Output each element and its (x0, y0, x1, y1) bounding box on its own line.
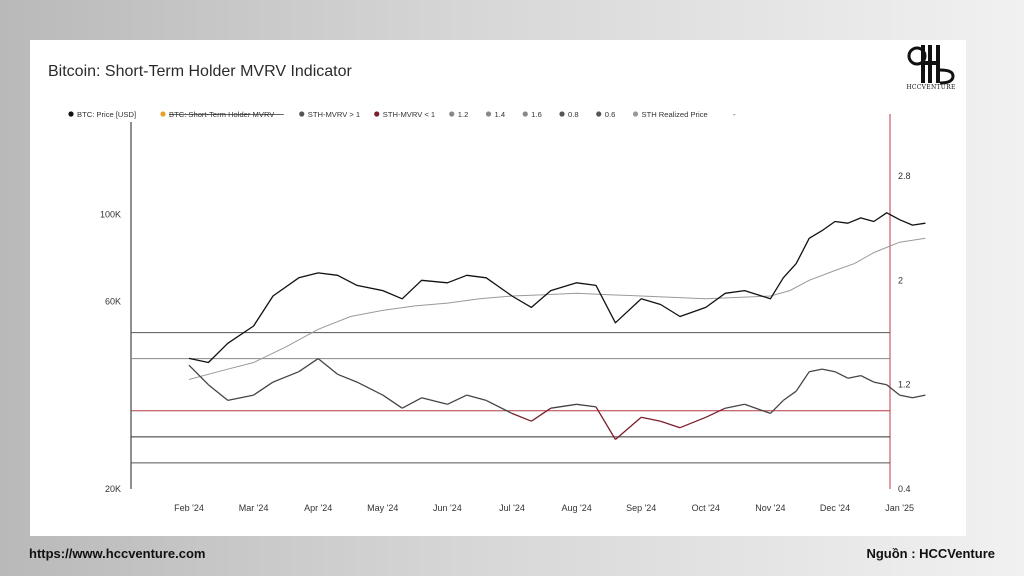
logo-text: HCCVENTURE (906, 84, 956, 91)
legend-entry: 0.6 (605, 110, 616, 119)
right-axis-tick-label: 1.2 (898, 380, 911, 390)
legend-entry: 1.6 (531, 110, 542, 119)
sth-mvrv-above-1-segment (809, 368, 823, 373)
sth-realized-price-line (188, 237, 926, 380)
sth-mvrv-above-1-segment (382, 394, 403, 409)
sth-mvrv-above-1-segment (782, 390, 797, 401)
sth-mvrv-above-1-segment (188, 364, 209, 386)
sth-mvrv-above-1-segment (298, 358, 319, 373)
sth-mvrv-above-1-segment (821, 368, 836, 373)
chart-title: Bitcoin: Short-Term Holder MVRV Indicato… (48, 63, 352, 80)
x-axis-tick-label: Jun '24 (433, 503, 462, 513)
sth-mvrv-above-1-segment (725, 403, 745, 409)
x-axis-tick-label: Sep '24 (626, 503, 656, 513)
x-axis-tick-label: Jul '24 (499, 503, 525, 513)
legend-entry: STH Realized Price (642, 110, 708, 119)
chart-svg: 100K 60K 20K 2.8 2 1.2 0.4 Feb '24 Mar '24 Apr '2… (68, 110, 926, 513)
sth-mvrv-above-1-segment (317, 358, 339, 375)
sth-mvrv-above-1-segment (886, 384, 901, 396)
sth-mvrv-above-1-segment (356, 381, 384, 396)
legend-entry: 1.2 (458, 110, 469, 119)
sth-mvrv-below-1-segment (641, 416, 661, 422)
sth-mvrv-above-1-segment (912, 394, 926, 399)
hccventure-logo: HCCVENTURE (896, 42, 966, 100)
sth-mvrv-above-1-segment (744, 403, 771, 415)
website-url[interactable]: https://www.hccventure.com (29, 546, 206, 561)
sth-mvrv-below-1-segment (705, 407, 726, 418)
legend-marker (68, 111, 74, 117)
legend-marker (522, 111, 528, 117)
x-axis-tick-label: Oct '24 (692, 503, 720, 513)
sth-mvrv-above-1-segment (227, 394, 254, 402)
legend-entry: STH-MVRV > 1 (308, 110, 360, 119)
sth-mvrv-above-1-segment (401, 397, 422, 409)
sth-mvrv-above-1-segment (253, 381, 274, 396)
left-axis-tick-label: 100K (100, 210, 121, 220)
sth-mvrv-above-1-segment (795, 371, 810, 392)
sth-mvrv-above-1-segment (576, 403, 597, 408)
x-axis-tick-label: May '24 (367, 503, 398, 513)
x-axis-tick-label: Dec '24 (820, 503, 850, 513)
x-axis-tick-label: Feb '24 (174, 503, 204, 513)
source-credit: Nguồn : HCCVenture (866, 546, 995, 561)
legend-marker (299, 111, 305, 117)
legend-entry: STH-MVRV < 1 (383, 110, 435, 119)
legend-marker (449, 111, 455, 117)
sth-mvrv-above-1-segment (873, 381, 887, 386)
x-axis-tick-label: Nov '24 (755, 503, 785, 513)
x-axis-tick-label: Mar '24 (239, 503, 269, 513)
chart-card: Bitcoin: Short-Term Holder MVRV Indicato… (30, 40, 966, 536)
sth-mvrv-above-1-segment (860, 375, 875, 383)
sth-mvrv-above-1-segment (769, 399, 784, 414)
legend-marker (374, 111, 380, 117)
legend-marker (632, 111, 639, 117)
sth-mvrv-above-1-segment (550, 403, 577, 409)
sth-mvrv-below-1-segment (614, 416, 642, 440)
sth-mvrv-above-1-segment (899, 394, 913, 399)
sth-mvrv-above-1-segment (207, 384, 229, 401)
btc-price-line (188, 212, 926, 364)
sth-mvrv-above-1-segment (847, 374, 861, 379)
sth-mvrv-above-1-segment (272, 371, 300, 383)
legend-entry: - (733, 110, 736, 119)
sth-mvrv-above-1-segment (485, 399, 513, 414)
x-axis-tick-label: Aug '24 (561, 503, 591, 513)
x-axis-tick-label: Apr '24 (304, 503, 332, 513)
right-axis-tick-label: 2 (898, 275, 903, 285)
sth-mvrv-above-1-segment (466, 394, 487, 402)
right-axis-tick-label: 2.8 (898, 171, 911, 181)
sth-mvrv-above-1-segment (834, 371, 849, 379)
x-axis-tick-label: Jan '25 (885, 503, 914, 513)
right-axis-tick-label: 0.4 (898, 484, 911, 494)
sth-mvrv-below-1-segment (595, 406, 616, 440)
sth-mvrv-below-1-segment (531, 407, 552, 422)
sth-mvrv-below-1-segment (679, 416, 707, 429)
legend-marker (160, 111, 166, 117)
sth-mvrv-below-1-segment (511, 412, 532, 422)
legend-marker (596, 111, 602, 117)
sth-mvrv-below-1-segment (660, 420, 681, 429)
left-axis-tick-label: 60K (105, 297, 121, 307)
sth-mvrv-above-1-segment (421, 397, 448, 405)
legend-entry: 1.4 (495, 110, 506, 119)
legend-marker (485, 111, 492, 117)
legend-entry: BTC: Price [USD] (77, 110, 136, 119)
legend-marker (559, 111, 565, 117)
sth-mvrv-above-1-segment (447, 394, 468, 405)
logo-mark (907, 45, 955, 85)
left-axis-tick-label: 20K (105, 484, 121, 494)
sth-mvrv-above-1-segment (337, 373, 358, 383)
legend-entry: 0.8 (568, 110, 579, 119)
